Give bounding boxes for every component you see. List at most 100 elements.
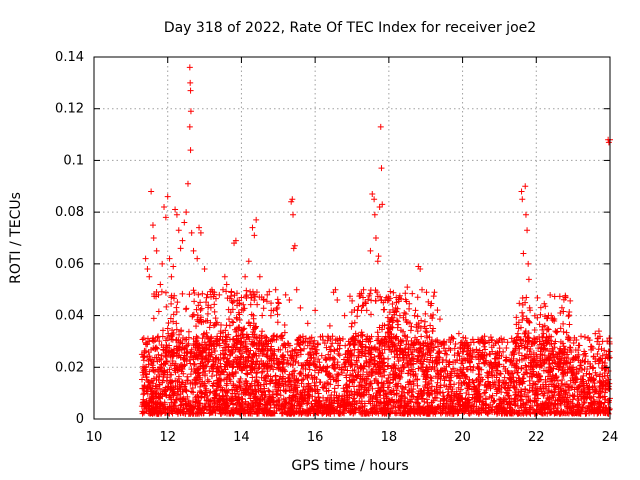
data-point-band <box>377 370 384 377</box>
data-point-band <box>159 402 166 409</box>
data-point-band <box>590 393 597 400</box>
data-point-band <box>487 334 494 341</box>
data-point-band <box>156 394 163 401</box>
data-point-band <box>169 327 176 334</box>
data-points <box>138 64 613 417</box>
data-point-band <box>323 368 330 375</box>
data-point-band <box>268 363 275 370</box>
data-point-band <box>297 369 304 376</box>
data-point-band <box>394 318 401 325</box>
data-point-band <box>409 366 416 373</box>
data-point-band <box>481 343 488 350</box>
data-point-band <box>316 359 323 366</box>
data-point-band <box>315 369 322 376</box>
data-point-band <box>204 310 211 317</box>
data-point-band <box>581 399 588 406</box>
data-point-band <box>328 343 335 350</box>
data-point-band <box>274 381 281 388</box>
data-point-band <box>348 323 355 330</box>
data-point-band <box>503 357 510 364</box>
data-point-band <box>141 390 148 397</box>
data-point <box>249 224 256 231</box>
data-point-band <box>211 308 218 315</box>
data-point-band <box>606 386 613 393</box>
data-point-band <box>402 290 409 297</box>
data-point-band <box>481 390 488 397</box>
data-point <box>183 209 190 216</box>
data-point <box>367 247 374 254</box>
data-point-band <box>467 353 474 360</box>
data-point-band <box>565 313 572 320</box>
data-point-band <box>254 301 261 308</box>
data-point <box>187 87 194 94</box>
data-point-band <box>466 410 473 417</box>
data-point-band <box>281 329 288 336</box>
data-point-band <box>191 361 198 368</box>
data-point-band <box>523 294 530 301</box>
data-point-band <box>572 346 579 353</box>
data-point-band <box>197 383 204 390</box>
data-point <box>369 191 376 198</box>
data-point-band <box>377 399 384 406</box>
data-point-band <box>274 296 281 303</box>
data-point-band <box>387 288 394 295</box>
data-point-band <box>186 291 193 298</box>
data-point-band <box>545 312 552 319</box>
data-point-band <box>174 299 181 306</box>
data-point-band <box>578 333 585 340</box>
data-point-band <box>350 395 357 402</box>
data-point-band <box>346 341 353 348</box>
data-point-band <box>373 368 380 375</box>
data-point-band <box>173 304 180 311</box>
data-point-band <box>469 336 476 343</box>
data-point <box>179 237 186 244</box>
data-point <box>188 229 195 236</box>
data-point <box>181 219 188 226</box>
data-point-band <box>334 371 341 378</box>
data-point-band <box>243 287 250 294</box>
data-point-band <box>185 328 192 335</box>
data-point <box>242 273 249 280</box>
data-point-band <box>301 345 308 352</box>
data-point-band <box>295 360 302 367</box>
data-point-band <box>382 402 389 409</box>
data-point <box>164 193 171 200</box>
data-point-band <box>556 293 563 300</box>
data-point-band <box>584 384 591 391</box>
data-point-band <box>406 305 413 312</box>
data-point-band <box>351 319 358 326</box>
data-point-band <box>141 382 148 389</box>
data-point-band <box>272 286 279 293</box>
data-point-band <box>199 290 206 297</box>
data-point-band <box>263 352 270 359</box>
data-point-band <box>300 376 307 383</box>
data-point-band <box>560 343 567 350</box>
data-point-band <box>523 355 530 362</box>
data-point-band <box>414 313 421 320</box>
data-point-band <box>446 383 453 390</box>
data-point <box>290 211 297 218</box>
data-point-band <box>286 387 293 394</box>
data-point-band <box>140 391 147 398</box>
data-point <box>216 291 223 298</box>
data-point-band <box>300 387 307 394</box>
data-point <box>297 304 304 311</box>
data-point-band <box>584 394 591 401</box>
data-point-band <box>482 395 489 402</box>
data-point-band <box>545 326 552 333</box>
data-point-band <box>375 333 382 340</box>
data-point <box>168 273 175 280</box>
data-point-band <box>274 311 281 318</box>
data-point-band <box>183 388 190 395</box>
data-point <box>149 222 156 229</box>
data-point <box>371 196 378 203</box>
data-point-band <box>198 305 205 312</box>
data-point-band <box>155 308 162 315</box>
data-point-band <box>259 328 266 335</box>
data-point-band <box>294 398 301 405</box>
data-point-band <box>503 344 510 351</box>
data-point-band <box>215 369 222 376</box>
data-point-band <box>156 403 163 410</box>
data-point-band <box>244 370 251 377</box>
